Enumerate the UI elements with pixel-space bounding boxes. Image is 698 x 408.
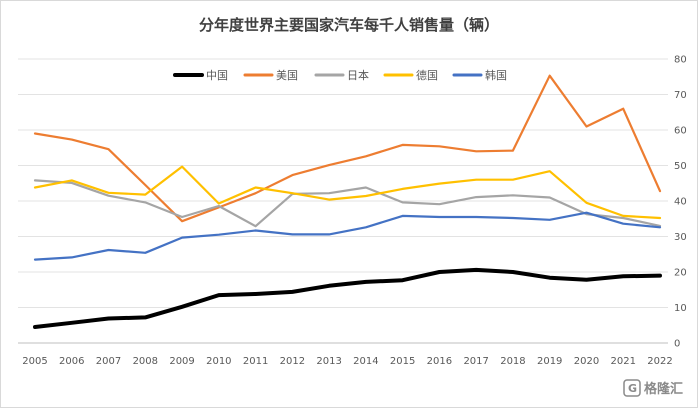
y-tick-label: 30: [674, 232, 687, 243]
series-line-1: [33, 74, 662, 223]
x-tick-label: 2011: [243, 356, 268, 367]
gridlines: [18, 58, 668, 344]
legend-label: 韩国: [485, 68, 507, 82]
x-axis-ticks: 2005 2006 2007 2008 2009 2010 2011 2012 2013 2014…: [22, 356, 672, 367]
x-tick-label: 2014: [353, 356, 378, 367]
x-tick-label: 2009: [169, 356, 194, 367]
legend: 中国 美国 日本 德国 韩国: [173, 68, 507, 82]
watermark-text: 格隆汇: [644, 381, 683, 397]
y-tick-label: 10: [674, 303, 687, 314]
x-tick-label: 2019: [537, 356, 562, 367]
legend-label: 中国: [206, 69, 228, 82]
y-axis-ticks: 0 10 20 30 40 50 60 70 80: [674, 55, 687, 350]
x-tick-label: 2017: [463, 356, 488, 367]
series-line-0: [33, 267, 662, 329]
series-line-2: [33, 179, 662, 228]
series-line-4: [33, 211, 662, 261]
x-tick-label: 2007: [96, 356, 121, 367]
chart-title: 分年度世界主要国家汽车每千人销售量（辆）: [198, 16, 499, 34]
y-tick-label: 70: [674, 90, 687, 101]
y-tick-label: 40: [674, 197, 687, 208]
legend-label: 美国: [276, 69, 298, 82]
x-tick-label: 2016: [427, 356, 452, 367]
x-tick-label: 2008: [133, 356, 158, 367]
legend-label: 日本: [347, 68, 369, 82]
y-tick-label: 60: [674, 126, 687, 137]
x-tick-label: 2021: [611, 356, 636, 367]
series-lines: [33, 74, 662, 329]
y-tick-label: 20: [674, 268, 687, 279]
series-line-3: [33, 165, 662, 220]
x-tick-label: 2022: [647, 356, 672, 367]
legend-label: 德国: [416, 68, 438, 82]
x-tick-label: 2020: [574, 356, 599, 367]
x-tick-label: 2018: [500, 356, 525, 367]
svg-text:G: G: [628, 382, 637, 395]
y-tick-label: 50: [674, 161, 687, 172]
y-tick-label: 0: [674, 339, 680, 350]
watermark: G 格隆汇: [623, 379, 683, 397]
x-tick-label: 2005: [22, 356, 47, 367]
gelonghui-logo-icon: G: [623, 379, 641, 397]
x-tick-label: 2015: [390, 356, 415, 367]
x-tick-label: 2010: [206, 356, 231, 367]
y-tick-label: 80: [674, 55, 687, 66]
x-tick-label: 2012: [280, 356, 305, 367]
x-tick-label: 2013: [316, 356, 341, 367]
x-tick-label: 2006: [59, 356, 84, 367]
